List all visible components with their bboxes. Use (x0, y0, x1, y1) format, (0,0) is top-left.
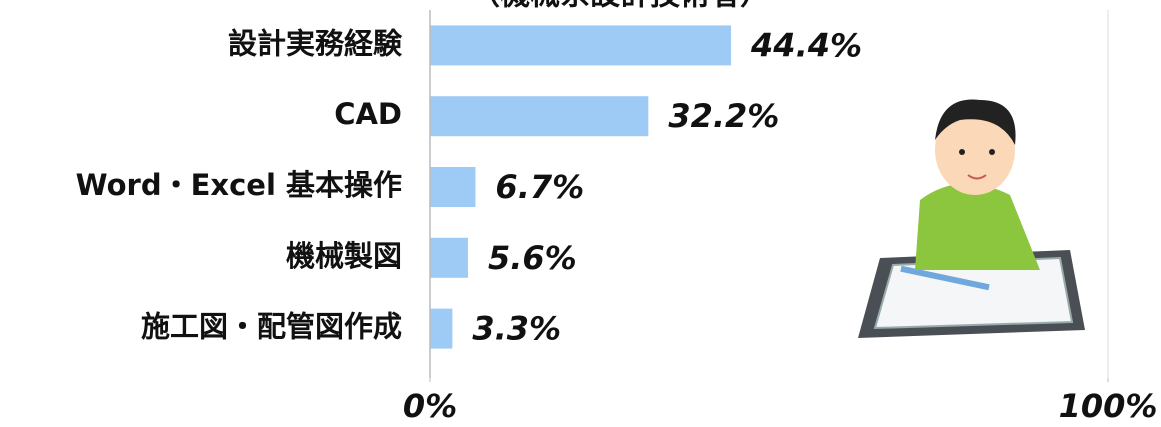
value-label: 44.4% (750, 26, 862, 64)
value-label: 3.3% (472, 310, 561, 348)
category-label: 設計実務経験 (228, 26, 403, 60)
illustration (858, 99, 1085, 338)
value-label: 32.2% (668, 97, 779, 135)
value-label: 5.6% (488, 239, 577, 277)
bar (430, 96, 649, 137)
category-label: Word・Excel 基本操作 (76, 168, 402, 202)
bar (430, 167, 476, 207)
chart-subtitle: （機械系設計技術者） (470, 0, 770, 13)
x-tick-label: 100% (1059, 387, 1158, 425)
bar (430, 237, 468, 278)
value-label: 6.7% (495, 168, 584, 206)
x-tick-label: 0% (403, 387, 457, 425)
bar (430, 308, 453, 349)
category-label: CAD (334, 97, 402, 131)
bar (430, 25, 732, 66)
category-label: 機械製図 (286, 239, 402, 273)
category-label: 施工図・配管図作成 (141, 310, 402, 344)
